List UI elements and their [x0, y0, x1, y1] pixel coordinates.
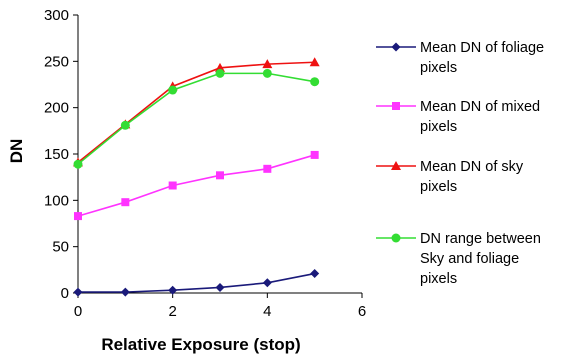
data-point [168, 85, 178, 95]
series-diamond [73, 269, 320, 297]
legend-label: pixels [420, 119, 457, 135]
data-point [216, 171, 224, 180]
x-axis-label: Relative Exposure (stop) [101, 335, 300, 354]
legend-label: Sky and foliage [420, 251, 519, 267]
legend-label: DN range between [420, 231, 541, 247]
data-point [121, 198, 130, 207]
legend-marker [391, 161, 401, 170]
legend-entry: Mean DN of mixed pixels [376, 99, 540, 135]
legend-label: pixels [420, 60, 457, 76]
series-line [78, 272, 315, 293]
axes: 0 50 100 150 200 250 300 0 2 4 6 [44, 7, 366, 320]
data-point [74, 212, 82, 221]
data-point [168, 181, 177, 190]
y-tick-label: 250 [44, 53, 69, 70]
x-tick-label: 6 [358, 303, 366, 320]
y-tick-label: 100 [44, 192, 69, 209]
series-line [77, 72, 315, 165]
data-point [73, 287, 83, 297]
series-layer [73, 57, 320, 297]
data-point [120, 287, 130, 297]
x-tick-label: 4 [263, 303, 271, 320]
data-point [73, 159, 83, 169]
legend-label: Mean DN of sky [420, 159, 524, 175]
data-point [262, 68, 272, 78]
legend-label: Mean DN of mixed [420, 99, 540, 115]
data-point [168, 285, 178, 295]
series-line [77, 154, 315, 217]
data-point [309, 57, 320, 67]
data-point [262, 59, 273, 69]
data-point [215, 62, 225, 72]
data-point [310, 150, 319, 159]
data-point [215, 68, 225, 78]
y-tick-label: 200 [44, 100, 69, 117]
legend-entry: Mean DN of sky pixels [376, 159, 524, 195]
legend-label: pixels [420, 179, 457, 195]
x-tick-label: 0 [74, 303, 82, 320]
legend-label: pixels [420, 271, 457, 287]
legend-entry: Mean DN of foliage pixels [376, 40, 544, 76]
data-point [262, 278, 272, 288]
legend-label: Mean DN of foliage [420, 40, 544, 56]
data-point [310, 77, 320, 87]
series-circle [73, 68, 320, 169]
series-line [77, 61, 315, 163]
series-square [74, 150, 319, 221]
legend-marker [391, 42, 401, 52]
y-tick-label: 300 [44, 7, 69, 24]
y-tick-label: 150 [44, 146, 69, 163]
legend-marker [391, 233, 401, 243]
y-axis-label: DN [7, 139, 26, 164]
data-point [263, 164, 272, 173]
data-point [120, 120, 130, 130]
legend-marker [392, 102, 400, 110]
series-triangle [73, 57, 320, 167]
y-tick-label: 50 [52, 239, 69, 256]
legend-entry: DN range between Sky and foliage pixels [376, 231, 541, 287]
y-tick-label: 0 [61, 285, 69, 302]
data-point [215, 282, 225, 292]
x-tick-label: 2 [168, 303, 176, 320]
data-point [310, 269, 320, 279]
